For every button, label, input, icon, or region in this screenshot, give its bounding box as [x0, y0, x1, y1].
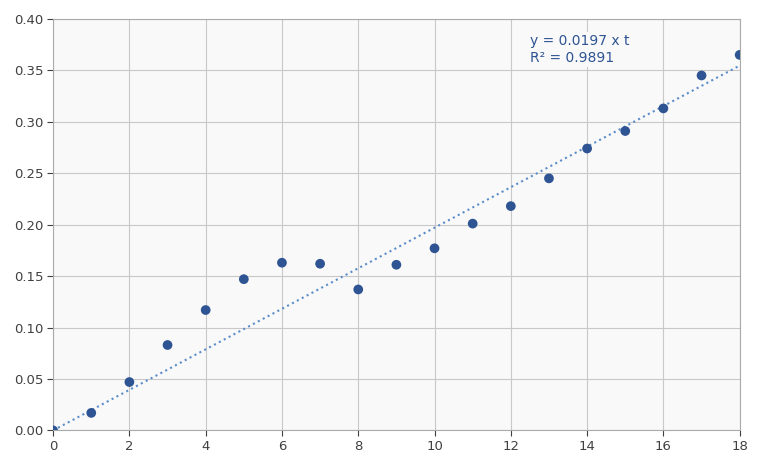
Point — [314, 260, 326, 268]
Point — [543, 175, 555, 182]
Point — [734, 51, 746, 59]
Point — [200, 306, 212, 314]
Point — [85, 409, 98, 417]
Point — [162, 341, 174, 349]
Point — [123, 378, 136, 386]
Point — [390, 261, 402, 269]
Point — [696, 72, 708, 79]
Text: y = 0.0197 x t
R² = 0.9891: y = 0.0197 x t R² = 0.9891 — [530, 34, 629, 64]
Point — [238, 276, 250, 283]
Point — [581, 145, 593, 152]
Point — [504, 202, 517, 210]
Point — [658, 105, 670, 112]
Point — [276, 259, 288, 267]
Point — [620, 127, 632, 135]
Point — [352, 286, 364, 293]
Point — [47, 427, 59, 434]
Point — [466, 220, 479, 227]
Point — [428, 245, 440, 252]
